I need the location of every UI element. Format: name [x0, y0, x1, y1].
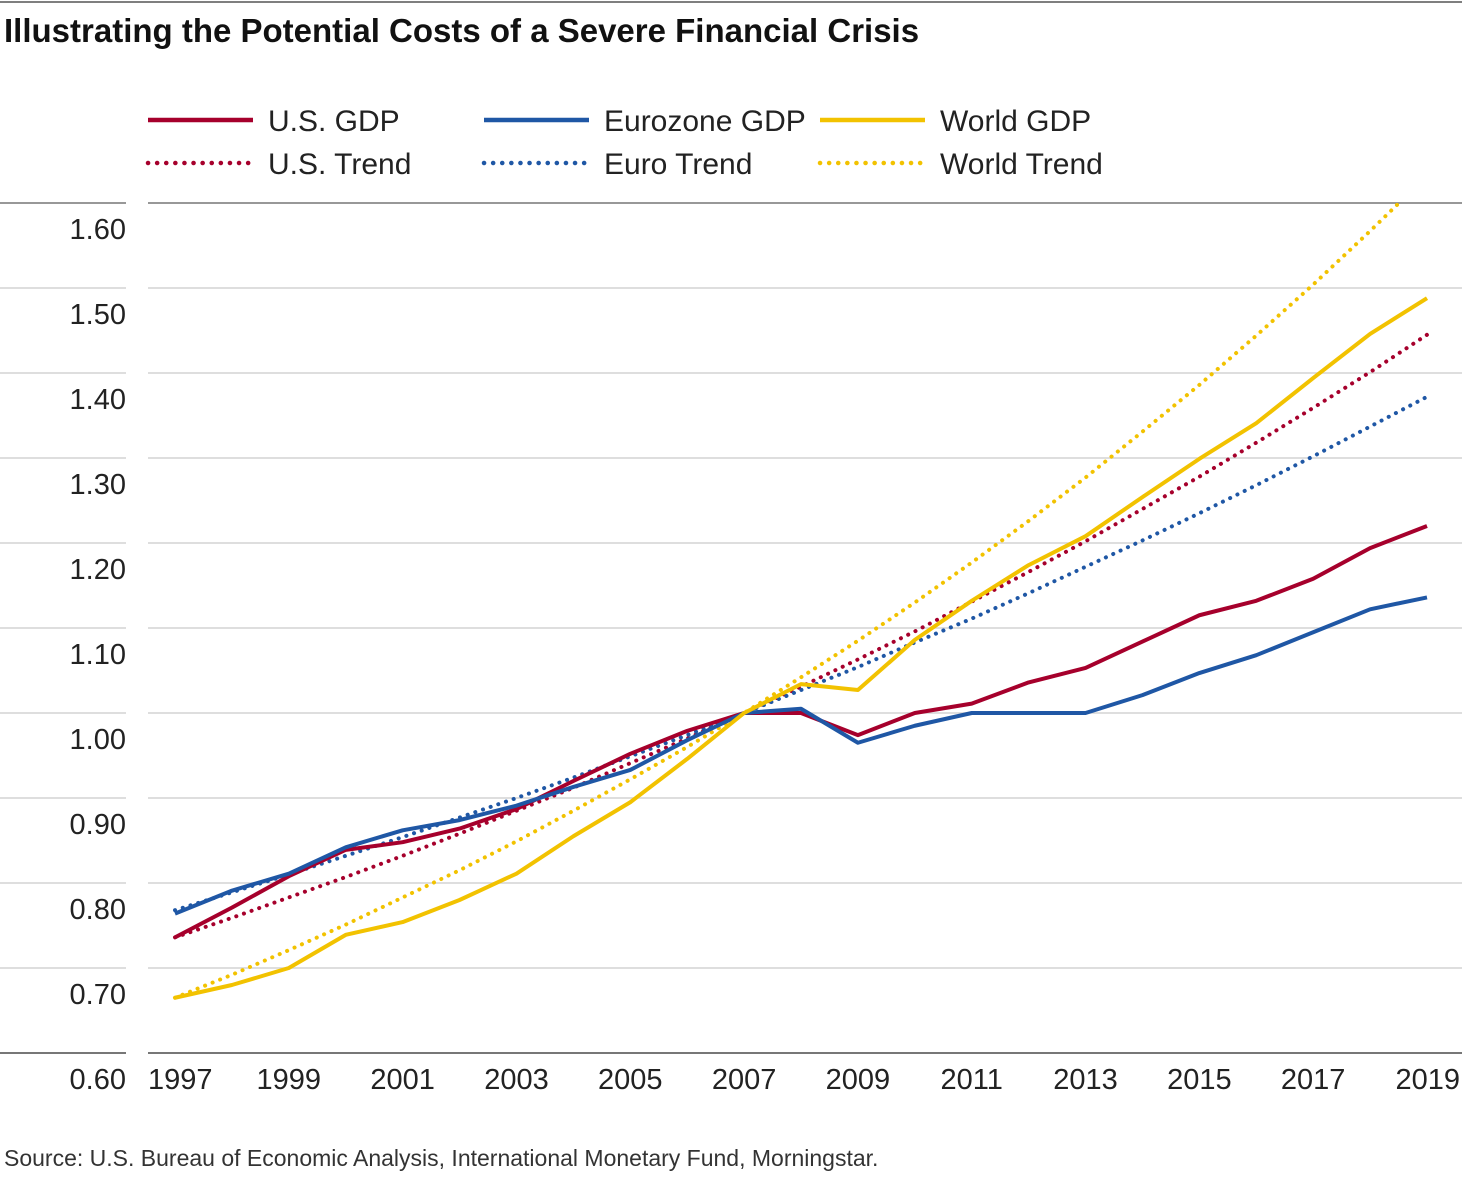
y-tick-label: 1.10 [70, 639, 126, 671]
x-tick-label: 2007 [712, 1064, 777, 1096]
trend-line [173, 203, 1402, 1000]
y-tick-label: 1.30 [70, 469, 126, 501]
data-line [174, 296, 1429, 1000]
x-tick-label: 2019 [1395, 1064, 1460, 1096]
y-tick-label: 0.70 [70, 979, 126, 1011]
y-tick-label: 0.90 [70, 809, 126, 841]
legend-label: World Trend [940, 148, 1103, 181]
trend-line [173, 394, 1429, 913]
x-tick-label: 1997 [148, 1064, 213, 1096]
y-tick-label: 1.50 [70, 299, 126, 331]
legend-label: U.S. GDP [268, 105, 400, 138]
x-tick-label: 2017 [1281, 1064, 1346, 1096]
data-line [174, 524, 1428, 940]
x-tick-label: 2005 [598, 1064, 663, 1096]
y-tick-label: 1.60 [70, 214, 126, 246]
x-tick-label: 2009 [826, 1064, 891, 1096]
x-tick-label: 1999 [257, 1064, 322, 1096]
y-tick-label: 0.60 [70, 1064, 126, 1096]
legend-label: World GDP [940, 105, 1091, 138]
legend-label: Eurozone GDP [604, 105, 806, 138]
x-tick-label: 2011 [941, 1064, 1003, 1096]
chart-title: Illustrating the Potential Costs of a Se… [4, 12, 919, 49]
legend-label: U.S. Trend [268, 148, 411, 181]
x-tick-label: 2003 [484, 1064, 549, 1096]
x-tick-label: 2013 [1053, 1064, 1118, 1096]
source-note: Source: U.S. Bureau of Economic Analysis… [4, 1145, 878, 1171]
y-tick-label: 1.40 [70, 384, 126, 416]
plot-area [173, 203, 1429, 1000]
x-tick-label: 2001 [370, 1064, 435, 1096]
legend-label: Euro Trend [604, 148, 752, 181]
y-tick-label: 1.20 [70, 554, 126, 586]
y-tick-label: 1.00 [70, 724, 126, 756]
data-line [174, 595, 1428, 916]
y-tick-label: 0.80 [70, 894, 126, 926]
x-tick-label: 2015 [1167, 1064, 1232, 1096]
